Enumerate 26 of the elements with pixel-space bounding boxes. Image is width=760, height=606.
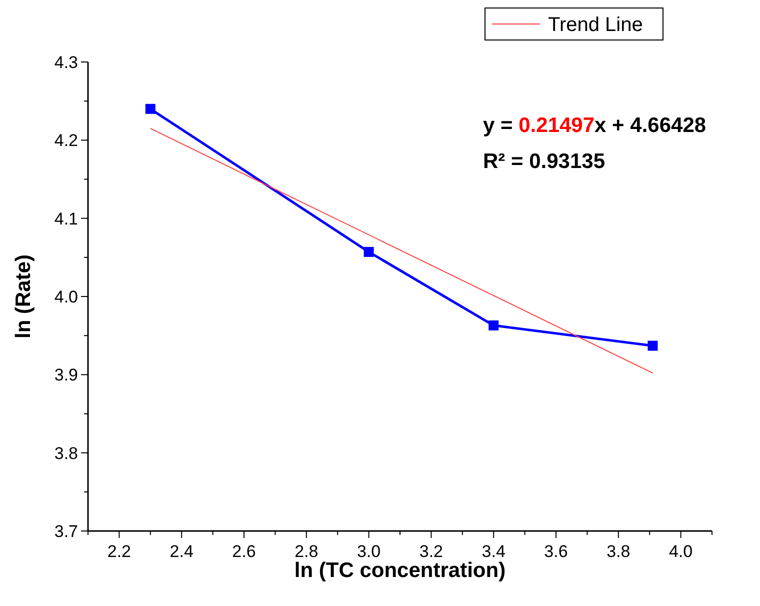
annotation: y = 0.21497x + 4.66428: [483, 114, 706, 137]
x-tick-label: 3.2: [419, 542, 444, 561]
y-tick-label: 3.7: [54, 522, 78, 541]
x-tick-label: 2.8: [294, 542, 318, 561]
y-tick-label: 4.3: [54, 53, 78, 72]
y-axis-title: ln (Rate): [12, 254, 35, 338]
point: [145, 104, 156, 114]
y-tick-label: 3.9: [54, 366, 78, 385]
x-tick-label: 4.0: [668, 542, 693, 561]
point: [648, 340, 658, 351]
point: [488, 320, 499, 330]
x-tick-label: 3.4: [482, 542, 506, 561]
y-tick-label: 4.0: [54, 288, 78, 306]
x-tick-label: 2.4: [170, 542, 194, 561]
x-tick-label: 2.2: [107, 542, 132, 561]
x-tick-label: 3.8: [606, 542, 630, 561]
y-tick-label: 4.1: [54, 209, 78, 228]
x-tick-label: 2.6: [232, 542, 256, 561]
x-tick-label: 3.6: [544, 542, 568, 561]
x-axis-title: ln (TC concentration): [294, 559, 506, 582]
x-tick-label: 3.0: [356, 542, 381, 561]
annotation: R² = 0.93135: [483, 150, 606, 173]
y-tick-label: 3.8: [54, 444, 78, 463]
point: [364, 246, 374, 257]
legend-label: Trend Line: [548, 14, 643, 36]
y-tick-label: 4.2: [54, 131, 78, 150]
